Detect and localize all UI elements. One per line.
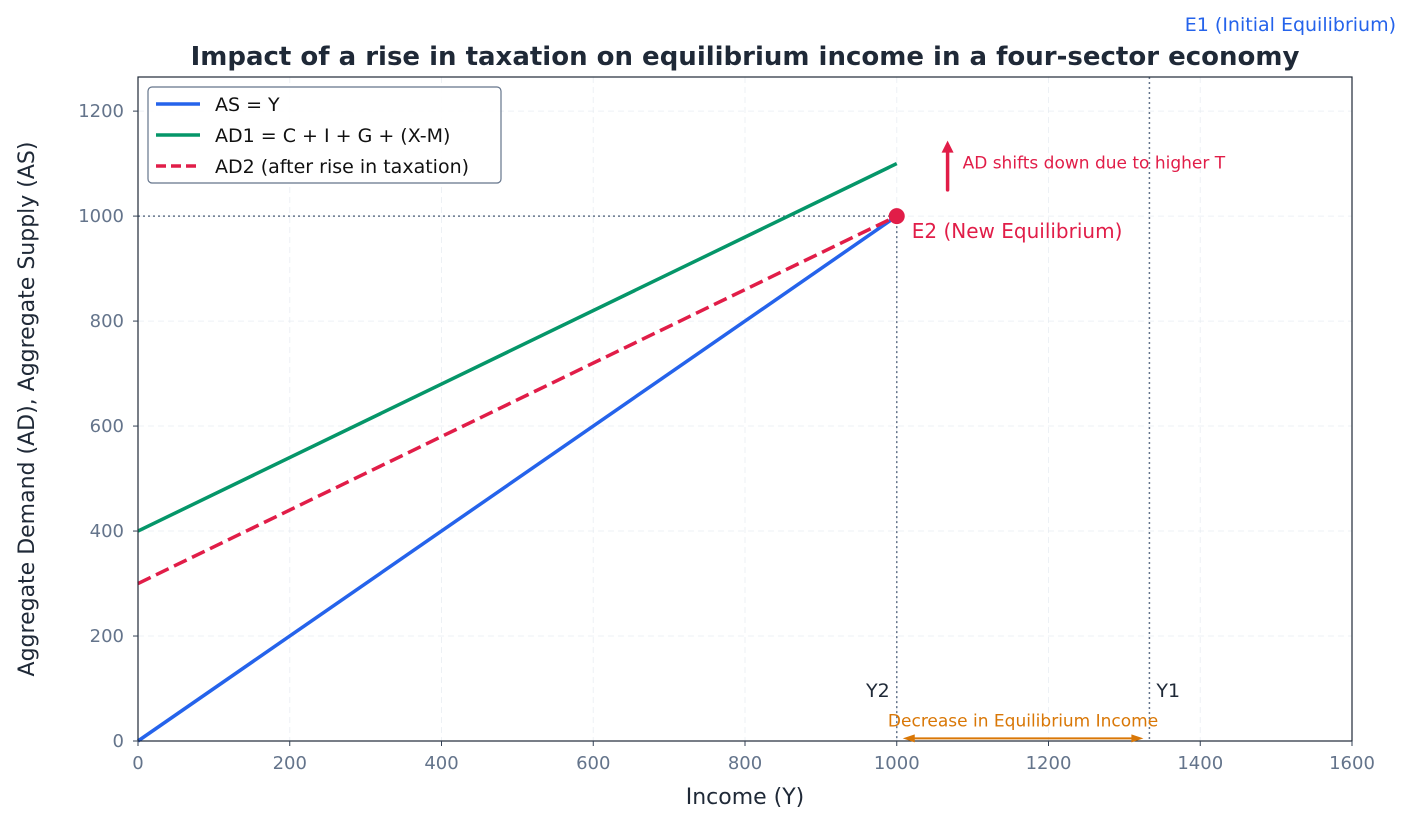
series-lines: [137, 162, 898, 743]
x-tick-label: 200: [273, 753, 307, 774]
y2-label: Y2: [865, 680, 890, 702]
y-axis-label: Aggregate Demand (AD), Aggregate Supply …: [15, 142, 40, 677]
e2-point: [888, 208, 905, 225]
x-axis-label: Income (Y): [686, 785, 805, 810]
legend-label: AS = Y: [215, 94, 280, 116]
y-tick-label: 600: [90, 416, 124, 437]
series-line-2: [137, 162, 898, 533]
x-tick-label: 600: [576, 753, 610, 774]
y-tick-label: 1000: [78, 206, 124, 227]
legend: AS = Y AD1 = C + I + G + (X-M) AD2 (after …: [147, 86, 502, 184]
y1-label: Y1: [1155, 680, 1180, 702]
x-tick-label: 400: [424, 753, 458, 774]
decrease-annotation: Decrease in Equilibrium Income: [888, 711, 1158, 731]
x-tick-label: 800: [728, 753, 762, 774]
legend-label: AD1 = C + I + G + (X-M): [215, 125, 450, 147]
x-tick-label: 0: [132, 753, 143, 774]
series-line-3: [137, 214, 898, 586]
e2-label: E2 (New Equilibrium): [912, 219, 1123, 243]
e1-label: E1 (Initial Equilibrium): [1185, 14, 1396, 36]
legend-label: AD2 (after rise in taxation): [215, 156, 469, 178]
x-tick-label: 1600: [1329, 753, 1375, 774]
x-tick-label: 1000: [874, 753, 920, 774]
reference-lines: [138, 77, 1151, 741]
arrow-right-icon: [1131, 734, 1144, 743]
y-tick-label: 0: [113, 731, 124, 752]
annotations: E2 (New Equilibrium) E1 (Initial Equilibr…: [865, 14, 1396, 743]
x-tick-label: 1400: [1177, 753, 1223, 774]
ticks: 0 200 400 600 800 1000 1200 1400 1600 0 200 400 600 8…: [78, 101, 1375, 774]
arrow-left-icon: [902, 734, 915, 743]
arrow-up-icon: [941, 140, 954, 153]
y-tick-label: 1200: [78, 101, 124, 122]
shift-annotation: AD shifts down due to higher T: [963, 154, 1226, 174]
series-line-1: [137, 214, 898, 743]
chart-title: Impact of a rise in taxation on equilibr…: [191, 42, 1300, 72]
y-tick-label: 400: [90, 521, 124, 542]
x-tick-label: 1200: [1026, 753, 1072, 774]
y-tick-label: 800: [90, 311, 124, 332]
y-tick-label: 200: [90, 626, 124, 647]
